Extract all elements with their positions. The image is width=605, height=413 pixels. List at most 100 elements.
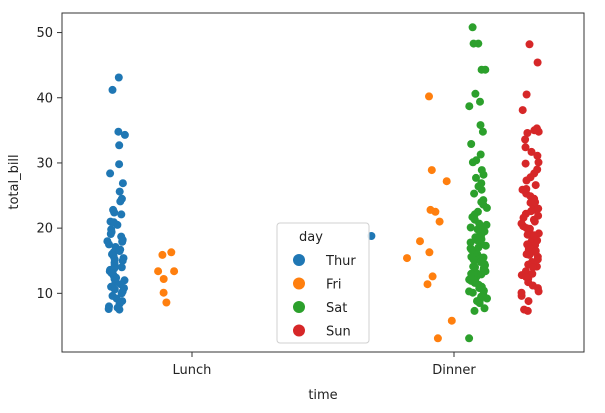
data-point-thur	[120, 130, 129, 139]
data-point-sun	[523, 129, 532, 137]
y-tick-label: 10	[36, 287, 53, 302]
data-point-sat	[465, 102, 474, 111]
data-point-sat	[465, 287, 474, 296]
data-point-sat	[472, 173, 480, 182]
data-point-thur	[115, 305, 124, 314]
points-layer	[103, 23, 543, 343]
data-point-sat	[471, 276, 480, 285]
data-point-fri	[162, 298, 171, 307]
data-point-sat	[478, 127, 487, 136]
data-point-thur	[106, 169, 115, 178]
data-point-sat	[481, 261, 489, 270]
data-point-thur	[115, 160, 124, 169]
data-point-thur	[107, 228, 116, 236]
data-point-sat	[467, 245, 476, 254]
data-point-thur	[115, 247, 124, 255]
data-point-sun	[518, 185, 527, 194]
data-point-sun	[520, 305, 529, 314]
data-point-thur	[114, 73, 123, 82]
legend-label-fri: Fri	[326, 278, 342, 293]
data-point-thur	[118, 237, 127, 246]
data-point-sun	[518, 106, 527, 115]
legend-label-sat: Sat	[326, 301, 347, 316]
plot-frame	[61, 12, 585, 353]
data-point-fri	[433, 334, 442, 343]
data-point-sat	[482, 220, 491, 229]
data-point-sun	[534, 204, 543, 213]
legend-label-thur: Thur	[325, 254, 356, 269]
data-point-sun	[524, 297, 533, 306]
data-point-thur	[110, 255, 119, 264]
data-point-fri	[159, 275, 168, 283]
data-point-fri	[425, 248, 434, 257]
data-point-sat	[466, 238, 475, 247]
axes-layer: 10 20 30 40 50 Lunch Dinner	[36, 12, 585, 378]
data-point-sat	[476, 97, 484, 106]
y-tick-label: 20	[36, 222, 53, 237]
data-point-sat	[470, 306, 479, 315]
data-point-sat	[473, 236, 482, 245]
data-point-sun	[533, 151, 542, 160]
x-tick-label: Lunch	[173, 363, 212, 378]
data-point-fri	[442, 177, 451, 186]
data-point-sat	[471, 263, 479, 272]
y-tick-label: 40	[36, 91, 53, 106]
legend-marker-thur	[293, 254, 305, 266]
data-point-thur	[117, 210, 126, 219]
data-point-sat	[466, 223, 475, 232]
data-point-sat	[465, 334, 474, 343]
data-point-sun	[522, 90, 531, 99]
data-point-sat	[467, 269, 476, 278]
data-point-sun	[534, 287, 543, 296]
data-point-thur	[118, 179, 127, 188]
data-point-thur	[108, 85, 117, 94]
data-point-sat	[470, 189, 479, 198]
data-point-sat	[474, 243, 483, 252]
data-point-sat	[476, 295, 484, 304]
data-point-sun	[522, 224, 531, 233]
y-tick-label: 50	[36, 26, 53, 41]
data-point-thur	[103, 237, 112, 246]
data-point-fri	[159, 288, 168, 297]
legend-marker-fri	[293, 277, 305, 290]
data-point-sat	[480, 304, 489, 313]
data-point-fri	[425, 92, 433, 101]
data-point-fri	[435, 217, 444, 226]
data-point-sat	[473, 225, 482, 234]
x-tick-label: Dinner	[432, 363, 476, 378]
data-point-thur	[118, 256, 127, 265]
y-axis-label: total_bill	[7, 154, 22, 209]
data-point-sun	[521, 159, 530, 168]
data-point-thur	[107, 269, 116, 278]
data-point-sun	[529, 263, 537, 272]
data-point-sun	[525, 40, 534, 49]
data-point-sat	[477, 65, 486, 74]
data-point-sun	[517, 288, 526, 297]
data-point-sun	[534, 211, 543, 220]
data-point-sun	[533, 58, 542, 67]
data-point-sat	[470, 215, 479, 224]
data-point-sun	[531, 198, 540, 207]
data-point-sat	[477, 270, 486, 279]
data-point-sat	[471, 89, 480, 98]
data-point-fri	[416, 237, 424, 246]
data-point-sun	[533, 165, 542, 174]
legend-label-sun: Sun	[326, 325, 351, 340]
data-point-fri	[158, 250, 167, 259]
data-point-sat	[476, 121, 485, 130]
data-point-thur	[120, 284, 128, 293]
data-point-sat	[479, 200, 488, 209]
data-point-sun	[527, 207, 536, 216]
data-point-thur	[116, 197, 125, 206]
data-point-fri	[170, 267, 179, 276]
data-point-sun	[521, 143, 530, 152]
x-axis-label: time	[308, 388, 337, 403]
legend-title: day	[299, 230, 323, 245]
y-tick-label: 30	[36, 156, 53, 171]
data-point-sat	[468, 158, 477, 167]
data-point-sat	[477, 166, 486, 175]
data-point-thur	[110, 275, 119, 283]
data-point-sun	[531, 181, 540, 190]
